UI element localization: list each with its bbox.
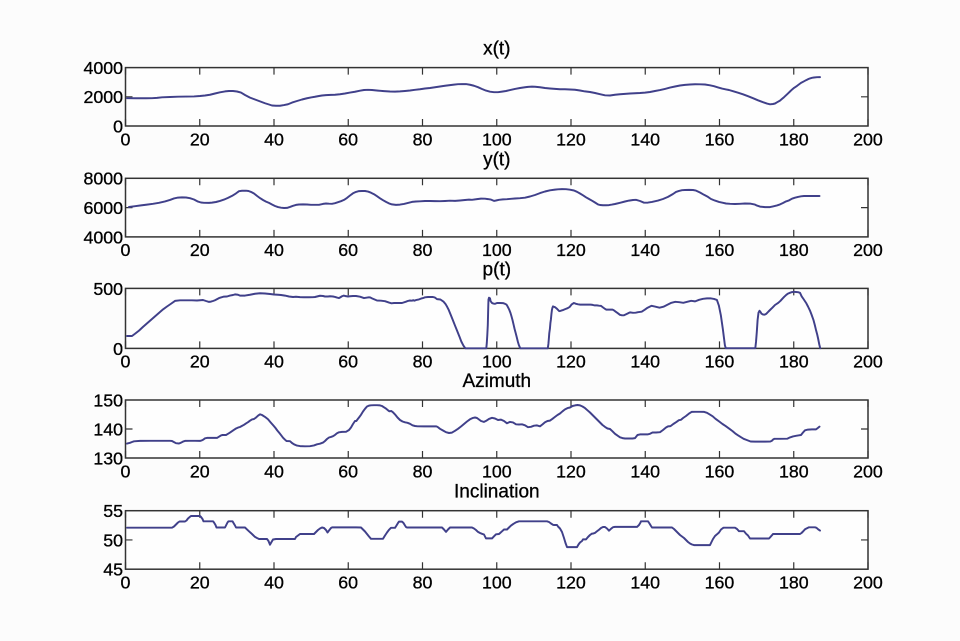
svg-text:20: 20	[190, 240, 210, 260]
svg-text:8000: 8000	[83, 169, 123, 189]
svg-text:0: 0	[113, 116, 123, 136]
svg-text:200: 200	[853, 573, 883, 593]
svg-text:0: 0	[113, 339, 123, 359]
svg-text:55: 55	[103, 501, 123, 521]
svg-text:60: 60	[338, 352, 358, 372]
svg-text:180: 180	[779, 573, 809, 593]
svg-text:Azimuth: Azimuth	[462, 371, 531, 392]
svg-text:y(t): y(t)	[483, 149, 510, 170]
svg-text:20: 20	[190, 461, 210, 481]
svg-text:20: 20	[190, 352, 210, 372]
svg-text:80: 80	[413, 352, 433, 372]
svg-text:40: 40	[264, 129, 284, 149]
svg-text:40: 40	[264, 461, 284, 481]
svg-text:200: 200	[853, 240, 883, 260]
svg-text:100: 100	[482, 240, 512, 260]
svg-text:0: 0	[121, 240, 131, 260]
svg-text:200: 200	[853, 129, 883, 149]
svg-text:0: 0	[121, 352, 131, 372]
svg-text:100: 100	[482, 352, 512, 372]
svg-text:6000: 6000	[83, 198, 123, 218]
svg-text:140: 140	[93, 419, 123, 439]
svg-text:200: 200	[853, 461, 883, 481]
svg-text:160: 160	[705, 352, 735, 372]
svg-text:120: 120	[556, 352, 586, 372]
svg-text:80: 80	[413, 461, 433, 481]
svg-text:180: 180	[779, 461, 809, 481]
svg-text:160: 160	[705, 129, 735, 149]
svg-text:160: 160	[705, 240, 735, 260]
svg-text:60: 60	[338, 240, 358, 260]
svg-text:140: 140	[630, 573, 660, 593]
svg-text:200: 200	[853, 352, 883, 372]
svg-text:2000: 2000	[83, 87, 123, 107]
svg-text:80: 80	[413, 240, 433, 260]
svg-text:40: 40	[264, 573, 284, 593]
svg-text:20: 20	[190, 573, 210, 593]
svg-text:150: 150	[93, 390, 123, 410]
svg-text:0: 0	[121, 129, 131, 149]
svg-text:60: 60	[338, 461, 358, 481]
svg-text:100: 100	[482, 461, 512, 481]
svg-text:180: 180	[779, 352, 809, 372]
svg-text:0: 0	[121, 461, 131, 481]
svg-text:x(t): x(t)	[483, 39, 510, 60]
svg-text:80: 80	[413, 573, 433, 593]
svg-text:140: 140	[630, 129, 660, 149]
svg-text:4000: 4000	[83, 227, 123, 247]
svg-text:500: 500	[93, 279, 123, 299]
svg-text:80: 80	[413, 129, 433, 149]
svg-text:120: 120	[556, 461, 586, 481]
svg-text:40: 40	[264, 240, 284, 260]
svg-text:120: 120	[556, 240, 586, 260]
svg-text:180: 180	[779, 129, 809, 149]
svg-text:140: 140	[630, 240, 660, 260]
svg-text:120: 120	[556, 129, 586, 149]
svg-text:140: 140	[630, 352, 660, 372]
svg-text:60: 60	[338, 129, 358, 149]
svg-text:60: 60	[338, 573, 358, 593]
svg-text:Inclination: Inclination	[454, 482, 540, 503]
svg-text:p(t): p(t)	[483, 259, 512, 280]
svg-text:4000: 4000	[83, 58, 123, 78]
svg-text:100: 100	[482, 573, 512, 593]
svg-text:140: 140	[630, 461, 660, 481]
svg-text:180: 180	[779, 240, 809, 260]
svg-text:160: 160	[705, 573, 735, 593]
svg-text:160: 160	[705, 461, 735, 481]
svg-text:20: 20	[190, 129, 210, 149]
svg-text:100: 100	[482, 129, 512, 149]
svg-text:50: 50	[103, 530, 123, 550]
svg-text:0: 0	[121, 573, 131, 593]
svg-text:40: 40	[264, 352, 284, 372]
svg-text:45: 45	[103, 560, 123, 580]
svg-text:130: 130	[93, 448, 123, 468]
svg-text:120: 120	[556, 573, 586, 593]
